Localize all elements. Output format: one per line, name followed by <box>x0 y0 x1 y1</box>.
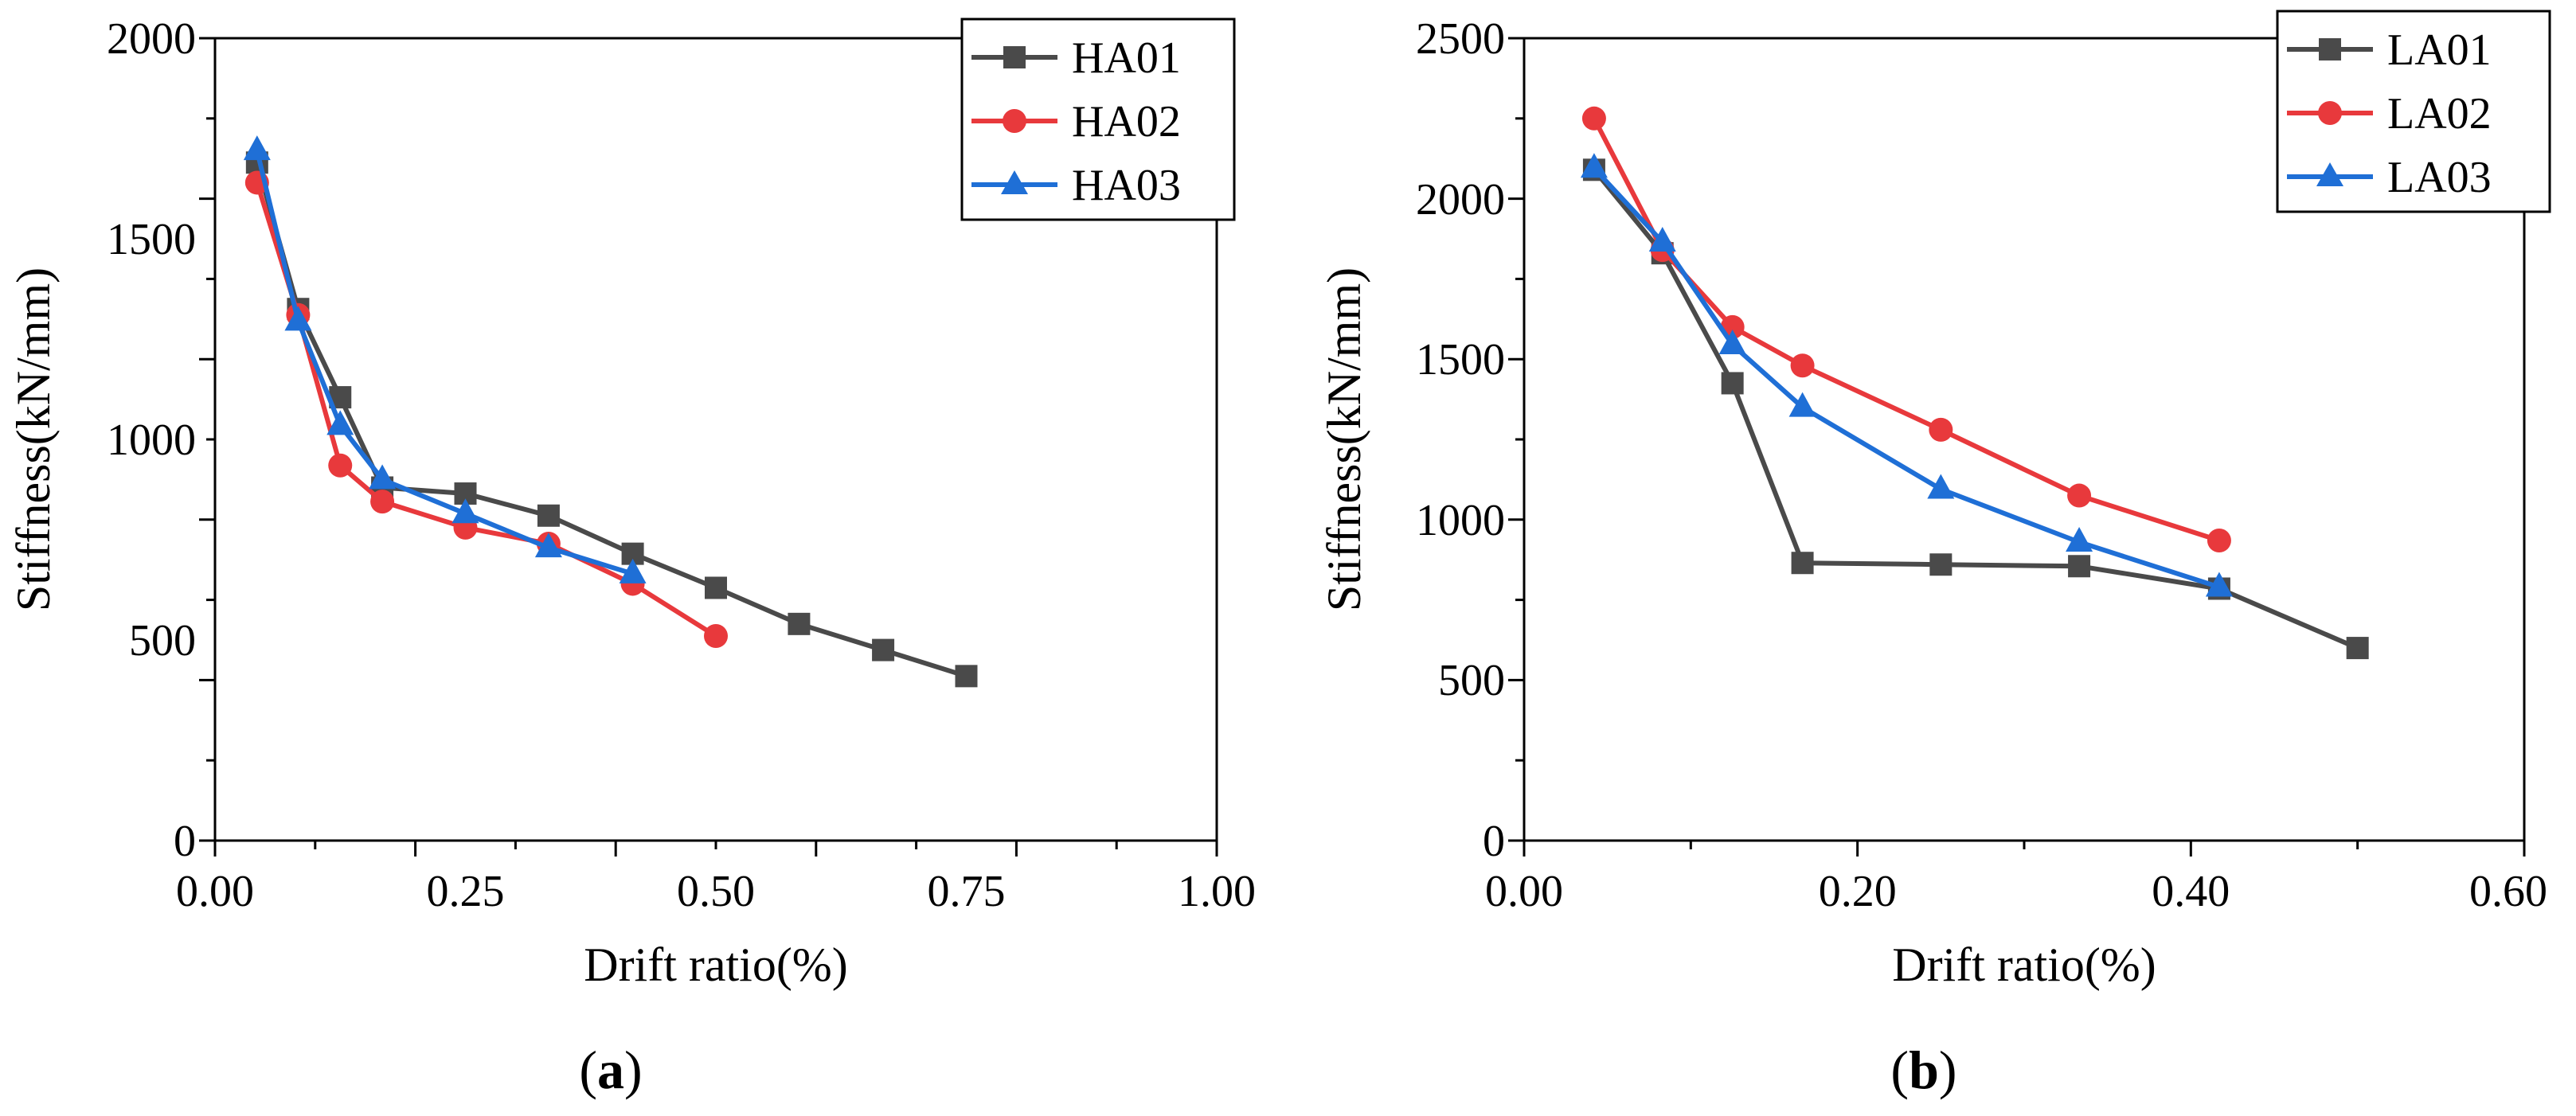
legend-marker-la03 <box>2316 162 2343 186</box>
series-line-ha03 <box>254 150 634 576</box>
data-point-ha02 <box>704 623 728 648</box>
y-tick-label: 0 <box>174 817 196 866</box>
x-tick-label: 1.00 <box>1178 867 1256 916</box>
series-line-la03 <box>1592 166 2220 590</box>
legend-marker-la02 <box>2318 101 2342 125</box>
data-point-ha01 <box>872 638 895 661</box>
data-point-ha02 <box>328 453 353 478</box>
data-point-la03 <box>2205 572 2233 597</box>
x-tick-label: 0.00 <box>1485 867 1563 916</box>
y-tick-label: 1500 <box>1416 335 1505 384</box>
data-point-la02 <box>1581 106 1606 131</box>
data-point-ha03 <box>451 498 479 524</box>
data-point-ha01 <box>788 612 811 635</box>
y-tick-label: 2000 <box>1416 175 1505 224</box>
x-tick-label: 0.75 <box>928 867 1006 916</box>
data-point-la03 <box>1718 330 1746 355</box>
data-point-la01 <box>1791 552 1814 575</box>
data-point-la02 <box>2067 483 2092 508</box>
y-tick-label: 500 <box>1438 656 1505 705</box>
y-axis-title: Stiffness(kN/mm) <box>7 267 60 611</box>
x-tick-label: 0.60 <box>2469 867 2547 916</box>
x-axis-title: Drift ratio(%) <box>584 938 848 991</box>
legend-marker-ha03 <box>1001 170 1028 194</box>
caption-open: ( <box>579 1040 597 1100</box>
legend-b: LA01 LA02 LA03 <box>2276 10 2551 213</box>
series-line-ha01 <box>254 162 967 679</box>
y-tick-label: 2500 <box>1416 14 1505 64</box>
data-point-la02 <box>1790 353 1815 378</box>
y-tick-label: 1500 <box>107 215 196 264</box>
data-point-la01 <box>1721 372 1744 395</box>
data-point-ha02 <box>370 490 395 514</box>
data-point-la03 <box>1648 227 1676 252</box>
axis-ticks-a <box>199 37 1218 857</box>
data-point-la03 <box>1788 392 1816 417</box>
legend-a: HA01 HA02 HA03 <box>960 18 1236 221</box>
caption-letter-a: a <box>597 1040 624 1100</box>
panel-a: 0 500 1000 1500 2000 0.00 0.25 0.50 0.75… <box>7 14 1256 1100</box>
data-point-ha01 <box>537 504 560 527</box>
caption-letter-b: b <box>1909 1040 1939 1100</box>
x-axis-title: Drift ratio(%) <box>1892 938 2156 991</box>
legend-label-ha02: HA02 <box>1072 97 1181 146</box>
series-line-ha02 <box>254 181 717 638</box>
data-point-la03 <box>1580 153 1608 178</box>
legend-label-ha03: HA03 <box>1072 161 1181 210</box>
legend-label-la02: LA02 <box>2387 89 2492 139</box>
data-point-la01 <box>2346 637 2369 660</box>
caption-close: ) <box>624 1040 643 1100</box>
x-tick-label: 0.00 <box>176 867 254 916</box>
data-point-ha03 <box>369 464 397 490</box>
data-point-ha01 <box>705 576 727 599</box>
legend-marker-la01 <box>2319 38 2341 60</box>
series-group-a <box>243 135 978 688</box>
data-point-ha03 <box>243 135 271 161</box>
data-point-ha01 <box>955 665 978 688</box>
legend-marker-ha01 <box>1003 46 1026 68</box>
series-line-la02 <box>1592 117 2220 543</box>
data-point-ha03 <box>284 306 312 331</box>
data-point-ha03 <box>619 558 647 583</box>
data-point-la03 <box>1927 474 1955 499</box>
y-tick-label: 1000 <box>1416 496 1505 545</box>
panel-b: 0 500 1000 1500 2000 2500 0.00 0.20 0.40… <box>1318 10 2551 1100</box>
caption-a: (a) <box>579 1040 642 1100</box>
caption-open: ( <box>1890 1040 1909 1100</box>
y-tick-label: 1000 <box>107 416 196 465</box>
y-tick-label: 0 <box>1483 817 1505 866</box>
caption-b: (b) <box>1890 1040 1956 1100</box>
legend-label-ha01: HA01 <box>1072 33 1181 83</box>
y-axis-title: Stiffness(kN/mm) <box>1318 267 1370 611</box>
data-point-la03 <box>2066 527 2093 552</box>
series-group-b <box>1580 106 2369 660</box>
data-point-la02 <box>1929 417 1953 442</box>
axis-ticks-b <box>1508 37 2526 857</box>
x-tick-label: 0.25 <box>427 867 505 916</box>
data-point-ha03 <box>534 533 562 558</box>
data-point-la01 <box>1929 553 1953 576</box>
x-tick-label: 0.20 <box>1819 867 1897 916</box>
caption-close: ) <box>1939 1040 1957 1100</box>
x-tick-label: 0.40 <box>2152 867 2230 916</box>
y-tick-label: 2000 <box>107 14 196 64</box>
legend-label-la03: LA03 <box>2387 153 2492 202</box>
data-point-la01 <box>2068 555 2091 578</box>
legend-marker-ha02 <box>1003 109 1026 133</box>
data-point-ha03 <box>326 410 354 435</box>
legend-label-la01: LA01 <box>2387 25 2492 75</box>
y-tick-label: 500 <box>129 616 196 665</box>
data-point-la02 <box>2207 529 2231 553</box>
series-line-la01 <box>1592 168 2359 650</box>
x-tick-label: 0.50 <box>677 867 755 916</box>
